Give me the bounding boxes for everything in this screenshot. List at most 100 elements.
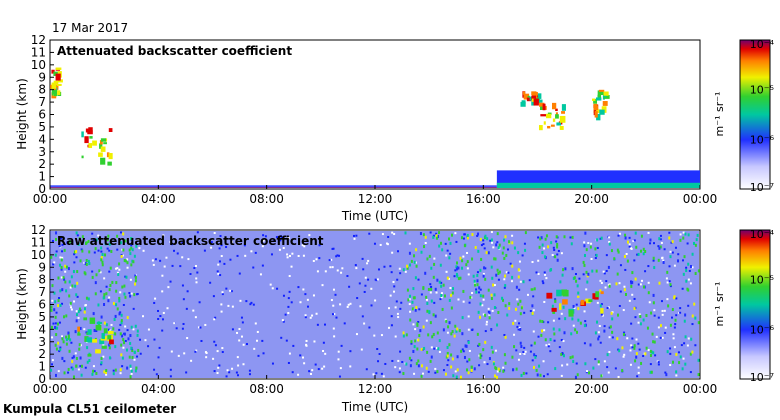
x-tick-label: 20:00 (574, 192, 609, 206)
noise-pixel (486, 363, 489, 366)
noise-pixel (697, 358, 700, 362)
noise-pixel (541, 280, 544, 283)
cloud-cell (108, 128, 113, 133)
noise-pixel (162, 234, 165, 237)
noise-pixel (118, 299, 121, 303)
noise-pixel (80, 364, 83, 368)
noise-pixel (414, 261, 417, 264)
noise-pixel (596, 320, 599, 324)
noise-pixel (454, 324, 457, 328)
cloud-cell (56, 83, 62, 86)
noise-pixel (504, 235, 507, 239)
noise-pixel (59, 347, 62, 351)
noise-pixel (675, 352, 678, 356)
noise-pixel (54, 373, 57, 377)
noise-pixel (517, 251, 520, 255)
noise-pixel (446, 345, 449, 349)
noise-pixel (282, 320, 285, 323)
noise-pixel (440, 292, 443, 295)
noise-pixel (503, 256, 506, 260)
noise-pixel (129, 364, 132, 368)
noise-pixel (503, 238, 506, 242)
noise-pixel (677, 259, 680, 263)
noise-pixel (520, 306, 523, 310)
noise-pixel (463, 233, 466, 236)
noise-pixel (425, 298, 428, 301)
cloud-cell (108, 153, 113, 160)
noise-pixel (367, 278, 370, 281)
noise-pixel (549, 350, 552, 353)
noise-pixel (498, 243, 501, 247)
noise-pixel (57, 341, 60, 345)
noise-pixel (519, 280, 522, 283)
noise-pixel (543, 271, 546, 274)
noise-pixel (471, 257, 474, 261)
noise-pixel (630, 247, 633, 250)
noise-pixel (121, 365, 124, 368)
noise-pixel (324, 323, 327, 326)
noise-pixel (85, 241, 88, 245)
noise-pixel (543, 375, 546, 378)
noise-pixel (185, 371, 188, 374)
noise-pixel (104, 242, 107, 246)
y-tick-label: 5 (38, 120, 46, 134)
noise-pixel (431, 335, 434, 339)
noise-pixel (50, 255, 53, 259)
noise-pixel (104, 335, 107, 339)
noise-pixel (102, 355, 105, 358)
noise-pixel (583, 244, 586, 248)
noise-pixel (465, 263, 468, 267)
noise-pixel (691, 323, 694, 326)
noise-pixel (474, 246, 477, 250)
cloud-cell (533, 98, 539, 106)
noise-pixel (457, 298, 460, 301)
noise-pixel (675, 314, 678, 317)
noise-pixel (411, 300, 414, 304)
plot-area (49, 39, 701, 190)
cloud-cell (57, 79, 63, 83)
noise-pixel (493, 284, 496, 287)
noise-pixel (336, 254, 339, 257)
noise-pixel (661, 309, 664, 312)
noise-pixel (328, 259, 331, 262)
noise-pixel (75, 313, 78, 317)
noise-pixel (377, 360, 380, 363)
noise-pixel (210, 241, 213, 244)
noise-pixel (262, 352, 265, 355)
noise-pixel (637, 342, 640, 345)
noise-pixel (76, 281, 79, 285)
cloud-cell (593, 103, 598, 111)
noise-pixel (605, 269, 608, 272)
noise-pixel (599, 237, 602, 240)
noise-pixel (671, 316, 674, 319)
noise-pixel (547, 345, 550, 348)
noise-pixel (440, 296, 443, 299)
noise-pixel (59, 303, 62, 307)
noise-pixel (118, 262, 121, 266)
noise-pixel (448, 256, 451, 260)
noise-pixel (537, 273, 540, 276)
noise-pixel (195, 281, 198, 284)
noise-pixel (626, 240, 629, 244)
noise-pixel (437, 347, 440, 351)
noise-pixel (562, 305, 565, 309)
noise-pixel (543, 329, 546, 332)
noise-pixel (118, 268, 121, 271)
noise-pixel (561, 273, 564, 277)
noise-pixel (631, 293, 634, 296)
noise-pixel (108, 242, 111, 246)
noise-pixel (691, 266, 694, 269)
noise-pixel (151, 259, 154, 262)
noise-pixel (248, 373, 251, 376)
cloud-cell (523, 93, 530, 100)
noise-pixel (445, 270, 448, 273)
noise-pixel (429, 283, 432, 286)
noise-pixel (120, 313, 123, 317)
noise-pixel (511, 275, 514, 279)
noise-pixel (50, 363, 53, 366)
noise-pixel (447, 277, 450, 280)
noise-pixel (407, 298, 410, 302)
noise-pixel (433, 301, 436, 304)
noise-pixel (166, 307, 169, 310)
cloud-cell (559, 115, 566, 123)
